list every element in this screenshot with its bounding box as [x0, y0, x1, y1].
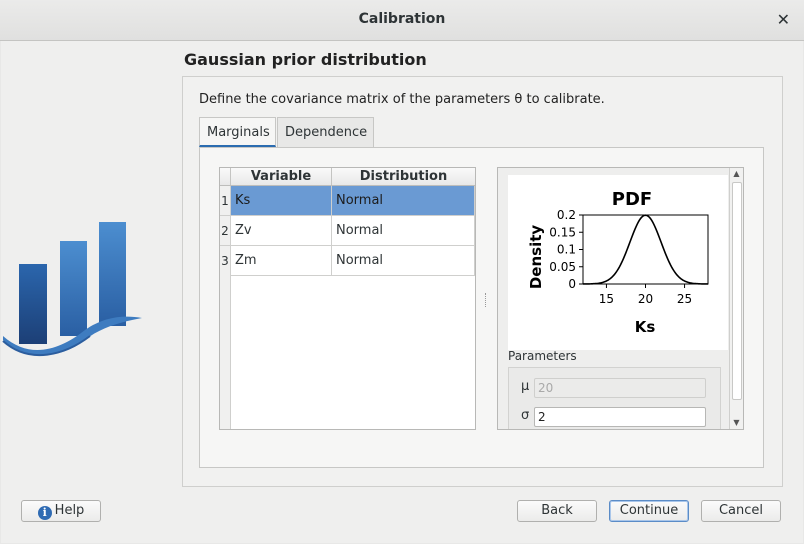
y-tick-label: 0.15 [549, 225, 576, 239]
vertical-scrollbar[interactable]: ▲ ▼ [729, 168, 743, 429]
tab-marginals[interactable]: Marginals [199, 117, 276, 147]
help-button-label: Help [54, 503, 85, 518]
y-tick-label: 0.05 [549, 260, 576, 274]
sigma-input[interactable] [534, 407, 706, 427]
x-ticks: 15 20 25 [599, 284, 692, 306]
variable-cell[interactable]: Ks [231, 186, 332, 216]
continue-button[interactable]: Continue [609, 500, 689, 522]
page-title: Gaussian prior distribution [184, 50, 427, 69]
x-tick-label: 25 [677, 292, 692, 306]
parameters-label: Parameters [508, 349, 577, 363]
close-icon[interactable]: ✕ [776, 10, 790, 29]
scroll-up-icon[interactable]: ▲ [733, 169, 740, 178]
back-button[interactable]: Back [517, 500, 597, 522]
corner-header [220, 168, 231, 185]
y-axis-label: Density [527, 225, 545, 290]
page-description: Define the covariance matrix of the para… [199, 92, 605, 107]
chart-title: PDF [612, 189, 652, 210]
mu-input [534, 378, 706, 398]
y-tick-label: 0 [568, 277, 576, 291]
app-logo [2, 222, 142, 357]
header-variable[interactable]: Variable [231, 168, 332, 185]
distribution-cell[interactable]: Normal [332, 216, 475, 246]
distribution-panel: PDF Density Ks 0 0.05 0.1 0.15 0.2 15 20 25 Pa… [497, 167, 744, 430]
scrollbar-thumb[interactable] [732, 182, 742, 400]
splitter-handle[interactable] [485, 293, 489, 307]
variable-cell[interactable]: Zm [231, 246, 332, 276]
distribution-cell[interactable]: Normal [332, 186, 475, 216]
x-tick-label: 15 [599, 292, 614, 306]
info-icon: i [37, 506, 52, 520]
row-number[interactable]: 2 [220, 216, 231, 246]
row-number[interactable]: 3 [220, 246, 231, 276]
pdf-chart-svg: PDF Density Ks 0 0.05 0.1 0.15 0.2 15 20 25 [527, 189, 709, 336]
window-title: Calibration [358, 11, 446, 27]
header-distribution[interactable]: Distribution [359, 169, 448, 184]
x-axis-label: Ks [635, 318, 656, 336]
title-bar: Calibration ✕ [0, 0, 804, 41]
plot-frame [582, 214, 709, 285]
mu-label: μ [521, 379, 530, 394]
y-ticks: 0 0.05 0.1 0.15 0.2 [549, 208, 583, 291]
distribution-cell[interactable]: Normal [332, 246, 475, 276]
tab-dependence[interactable]: Dependence [277, 117, 374, 147]
cancel-button[interactable]: Cancel [701, 500, 781, 522]
help-button[interactable]: i Help [21, 500, 101, 522]
scroll-down-icon[interactable]: ▼ [733, 418, 740, 427]
variables-table: Variable Distribution 1 Ks Normal 2 Zv N… [219, 167, 476, 430]
sigma-label: σ [521, 408, 530, 423]
table-header: Variable Distribution [220, 168, 475, 186]
variable-cell[interactable]: Zv [231, 216, 332, 246]
parameters-group: μ σ [508, 367, 721, 429]
y-tick-label: 0.1 [557, 243, 576, 257]
pdf-series-line [582, 214, 709, 285]
y-tick-label: 0.2 [557, 208, 576, 222]
row-number[interactable]: 1 [220, 186, 231, 216]
row-header-filler [220, 275, 231, 429]
x-tick-label: 20 [638, 292, 653, 306]
pdf-chart: PDF Density Ks 0 0.05 0.1 0.15 0.2 15 20 25 [508, 175, 728, 350]
